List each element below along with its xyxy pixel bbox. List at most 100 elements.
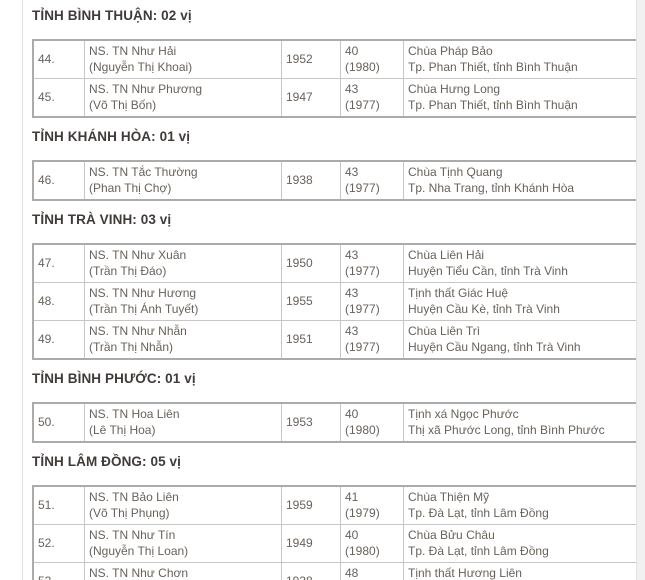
table-row: 45. NS. TN Như Phương (Võ Thị Bốn) 1947 … [32, 78, 645, 118]
table-row: 47. NS. TN Như Xuân (Trần Thị Đáo) 1950 … [32, 243, 645, 283]
temple-line: Chùa Bửu Châu [408, 528, 495, 542]
temple-line: Chùa Tịnh Quang [408, 165, 503, 179]
ordination-year-line: (1977) [345, 302, 380, 316]
cell-temple: Chùa Liên Hải Huyện Tiểu Cần, tỉnh Trà V… [403, 243, 645, 283]
birth-name-line: (Nguyễn Thị Khoai) [89, 60, 193, 74]
birth-name-line: (Nguyễn Thị Loan) [89, 544, 189, 558]
temple-line: Tịnh thất Giác Huệ [408, 286, 509, 300]
birth-year-text: 1938 [286, 173, 313, 187]
cell-index: 50. [32, 402, 85, 443]
address-line: Tp. Đà Lạt, tỉnh Lâm Đồng [408, 506, 549, 520]
index-text: 52. [38, 536, 55, 550]
address-line: Tp. Nha Trang, tỉnh Khánh Hòa [408, 181, 575, 195]
birth-year-text: 1951 [286, 332, 313, 346]
roster-table: 44. NS. TN Như Hải (Nguyễn Thị Khoai) 19… [32, 39, 645, 118]
roster-table: 47. NS. TN Như Xuân (Trần Thị Đáo) 1950 … [32, 243, 645, 360]
index-text: 50. [38, 415, 55, 429]
birth-year-text: 1950 [286, 256, 313, 270]
address-line: Huyện Tiểu Cần, tỉnh Trà Vinh [408, 264, 568, 278]
table-row: 51. NS. TN Bảo Liên (Võ Thị Phụng) 1959 … [32, 485, 645, 525]
cell-index: 45. [32, 78, 85, 118]
cell-birth-year: 1950 [281, 243, 341, 283]
province-header: TỈNH BÌNH PHƯỚC: 01 vị [32, 371, 196, 386]
temple-line: Chùa Hưng Long [408, 82, 501, 96]
cell-birth-year: 1953 [281, 402, 341, 443]
province-section: TỈNH TRÀ VINH: 03 vị 47. NS. TN Như Xuân… [31, 212, 645, 360]
name-line: NS. TN Như Nhẫn [89, 324, 187, 338]
age-line: 48 [345, 566, 359, 580]
left-divider [22, 0, 23, 580]
cell-ordination-age: 43 (1977) [340, 243, 404, 283]
cell-name: NS. TN Như Chơn (Trần Thị Bích Hoa) [84, 562, 282, 580]
roster-table: 51. NS. TN Bảo Liên (Võ Thị Phụng) 1959 … [32, 485, 645, 580]
cell-ordination-age: 43 (1977) [340, 160, 404, 201]
cell-name: NS. TN Bảo Liên (Võ Thị Phụng) [84, 485, 282, 525]
birth-year-text: 1938 [286, 573, 336, 580]
table-row: 49. NS. TN Như Nhẫn (Trần Thị Nhẫn) 1951… [32, 320, 645, 360]
cell-name: NS. TN Như Tín (Nguyễn Thị Loan) [84, 524, 282, 563]
cell-ordination-age: 40 (1980) [340, 39, 404, 79]
name-line: NS. TN Như Chơn [89, 566, 189, 580]
cell-ordination-age: 43 (1977) [340, 282, 404, 321]
ordination-year-line: (1977) [345, 264, 380, 278]
cell-temple: Chùa Tịnh Quang Tp. Nha Trang, tỉnh Khán… [403, 160, 645, 201]
address-line: Tp. Phan Thiết, tỉnh Bình Thuận [408, 60, 578, 74]
index-text: 48. [38, 294, 55, 308]
age-line: 43 [345, 286, 359, 300]
content: TỈNH BÌNH THUẬN: 02 vị 44. NS. TN Như Hả… [31, 0, 645, 580]
index-text: 47. [38, 256, 55, 270]
name-line: NS. TN Hoa Liên [89, 407, 180, 421]
cell-index: 51. [32, 485, 85, 525]
temple-line: Chùa Thiện Mỹ [408, 490, 490, 504]
table-row: 50. NS. TN Hoa Liên (Lê Thị Hoa) 1953 40… [32, 402, 645, 443]
cell-birth-year: 1955 [281, 282, 341, 321]
age-line: 40 [345, 407, 359, 421]
birth-name-line: (Lê Thị Hoa) [89, 423, 156, 437]
scrollbar[interactable] [636, 0, 645, 580]
name-line: NS. TN Như Hải [89, 44, 177, 58]
index-text: 49. [38, 332, 55, 346]
cell-name: NS. TN Như Phương (Võ Thị Bốn) [84, 78, 282, 118]
index-text: 45. [38, 90, 55, 104]
index-text: 44. [38, 52, 55, 66]
cell-index: 49. [32, 320, 85, 360]
cell-ordination-age: 43 (1977) [340, 320, 404, 360]
cell-index: 53. [32, 562, 85, 580]
cell-index: 47. [32, 243, 85, 283]
birth-year-text: 1952 [286, 52, 313, 66]
name-line: NS. TN Tắc Thường [89, 165, 198, 179]
ordination-year-line: (1977) [345, 98, 380, 112]
roster-table: 46. NS. TN Tắc Thường (Phan Thị Chợ) 193… [32, 160, 645, 201]
cell-birth-year: 1938 [281, 562, 341, 580]
table-row: 46. NS. TN Tắc Thường (Phan Thị Chợ) 193… [32, 160, 645, 201]
index-text: 51. [38, 498, 55, 512]
province-header: TỈNH BÌNH THUẬN: 02 vị [32, 8, 192, 23]
cell-ordination-age: 41 (1979) [340, 485, 404, 525]
birth-name-line: (Trần Thị Đáo) [89, 264, 167, 278]
ordination-year-line: (1979) [345, 506, 380, 520]
index-text: 53. [38, 573, 80, 580]
address-line: Tp. Phan Thiết, tỉnh Bình Thuận [408, 98, 578, 112]
province-header: TỈNH LÂM ĐỒNG: 05 vị [32, 454, 182, 469]
address-line: Thị xã Phước Long, tỉnh Bình Phước [408, 423, 605, 437]
province-header: TỈNH KHÁNH HÒA: 01 vị [32, 129, 191, 144]
age-line: 43 [345, 248, 359, 262]
province-section: TỈNH BÌNH THUẬN: 02 vị 44. NS. TN Như Hả… [31, 8, 645, 118]
cell-name: NS. TN Như Hải (Nguyễn Thị Khoai) [84, 39, 282, 79]
cell-temple: Tịnh xá Ngọc Phước Thị xã Phước Long, tỉ… [403, 402, 645, 443]
cell-birth-year: 1947 [281, 78, 341, 118]
ordination-year-line: (1977) [345, 181, 380, 195]
temple-line: Chùa Liên Trì [408, 324, 481, 338]
roster-body: 47. NS. TN Như Xuân (Trần Thị Đáo) 1950 … [32, 243, 645, 360]
birth-year-text: 1955 [286, 294, 313, 308]
cell-index: 52. [32, 524, 85, 563]
address-line: Huyện Cầu Kè, tỉnh Trà Vinh [408, 302, 560, 316]
index-text: 46. [38, 173, 55, 187]
age-line: 43 [345, 82, 359, 96]
cell-ordination-age: 40 (1980) [340, 524, 404, 563]
birth-name-line: (Trần Thị Nhẫn) [89, 340, 174, 354]
name-line: NS. TN Bảo Liên [89, 490, 179, 504]
cell-name: NS. TN Như Xuân (Trần Thị Đáo) [84, 243, 282, 283]
province-section: TỈNH LÂM ĐỒNG: 05 vị 51. NS. TN Bảo Liên… [31, 454, 645, 580]
